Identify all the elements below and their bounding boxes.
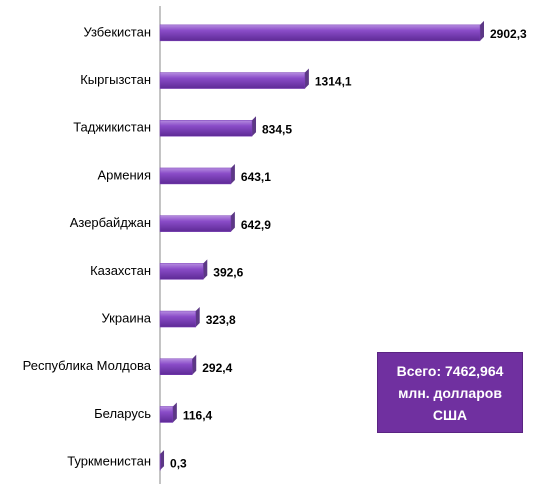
bar: [159, 24, 481, 42]
bar: [159, 453, 161, 471]
value-label: 643,1: [241, 170, 271, 184]
value-label: 2902,3: [490, 27, 527, 41]
bar-shadow: [160, 450, 165, 471]
category-label: Таджикистан: [73, 120, 151, 135]
value-label: 292,4: [202, 361, 232, 375]
bar: [159, 406, 174, 423]
bar: [159, 263, 204, 280]
value-label: 323,8: [206, 313, 236, 327]
value-label: 116,4: [183, 409, 213, 423]
value-label: 392,6: [213, 266, 243, 280]
bar: [159, 358, 193, 375]
category-label: Казахстан: [90, 263, 151, 278]
bar: [159, 215, 232, 232]
category-label: Азербайджан: [70, 215, 151, 230]
total-annotation: Всего: 7462,964 млн. долларов США: [377, 352, 523, 433]
category-label: Армения: [97, 167, 151, 182]
category-label: Республика Молдова: [23, 358, 152, 373]
category-label: Туркменистан: [67, 454, 151, 469]
bar: [159, 310, 196, 328]
value-label: 834,5: [262, 122, 292, 136]
bar: [159, 120, 253, 137]
value-label: 642,9: [241, 218, 271, 232]
bar: [159, 72, 306, 89]
category-label: Кыргызстан: [80, 72, 151, 87]
category-label: Украина: [102, 310, 152, 325]
value-label: 0,3: [170, 456, 187, 470]
bar: [159, 167, 232, 185]
category-label: Беларусь: [94, 406, 151, 421]
value-label: 1314,1: [315, 75, 352, 89]
category-label: Узбекистан: [83, 24, 151, 39]
